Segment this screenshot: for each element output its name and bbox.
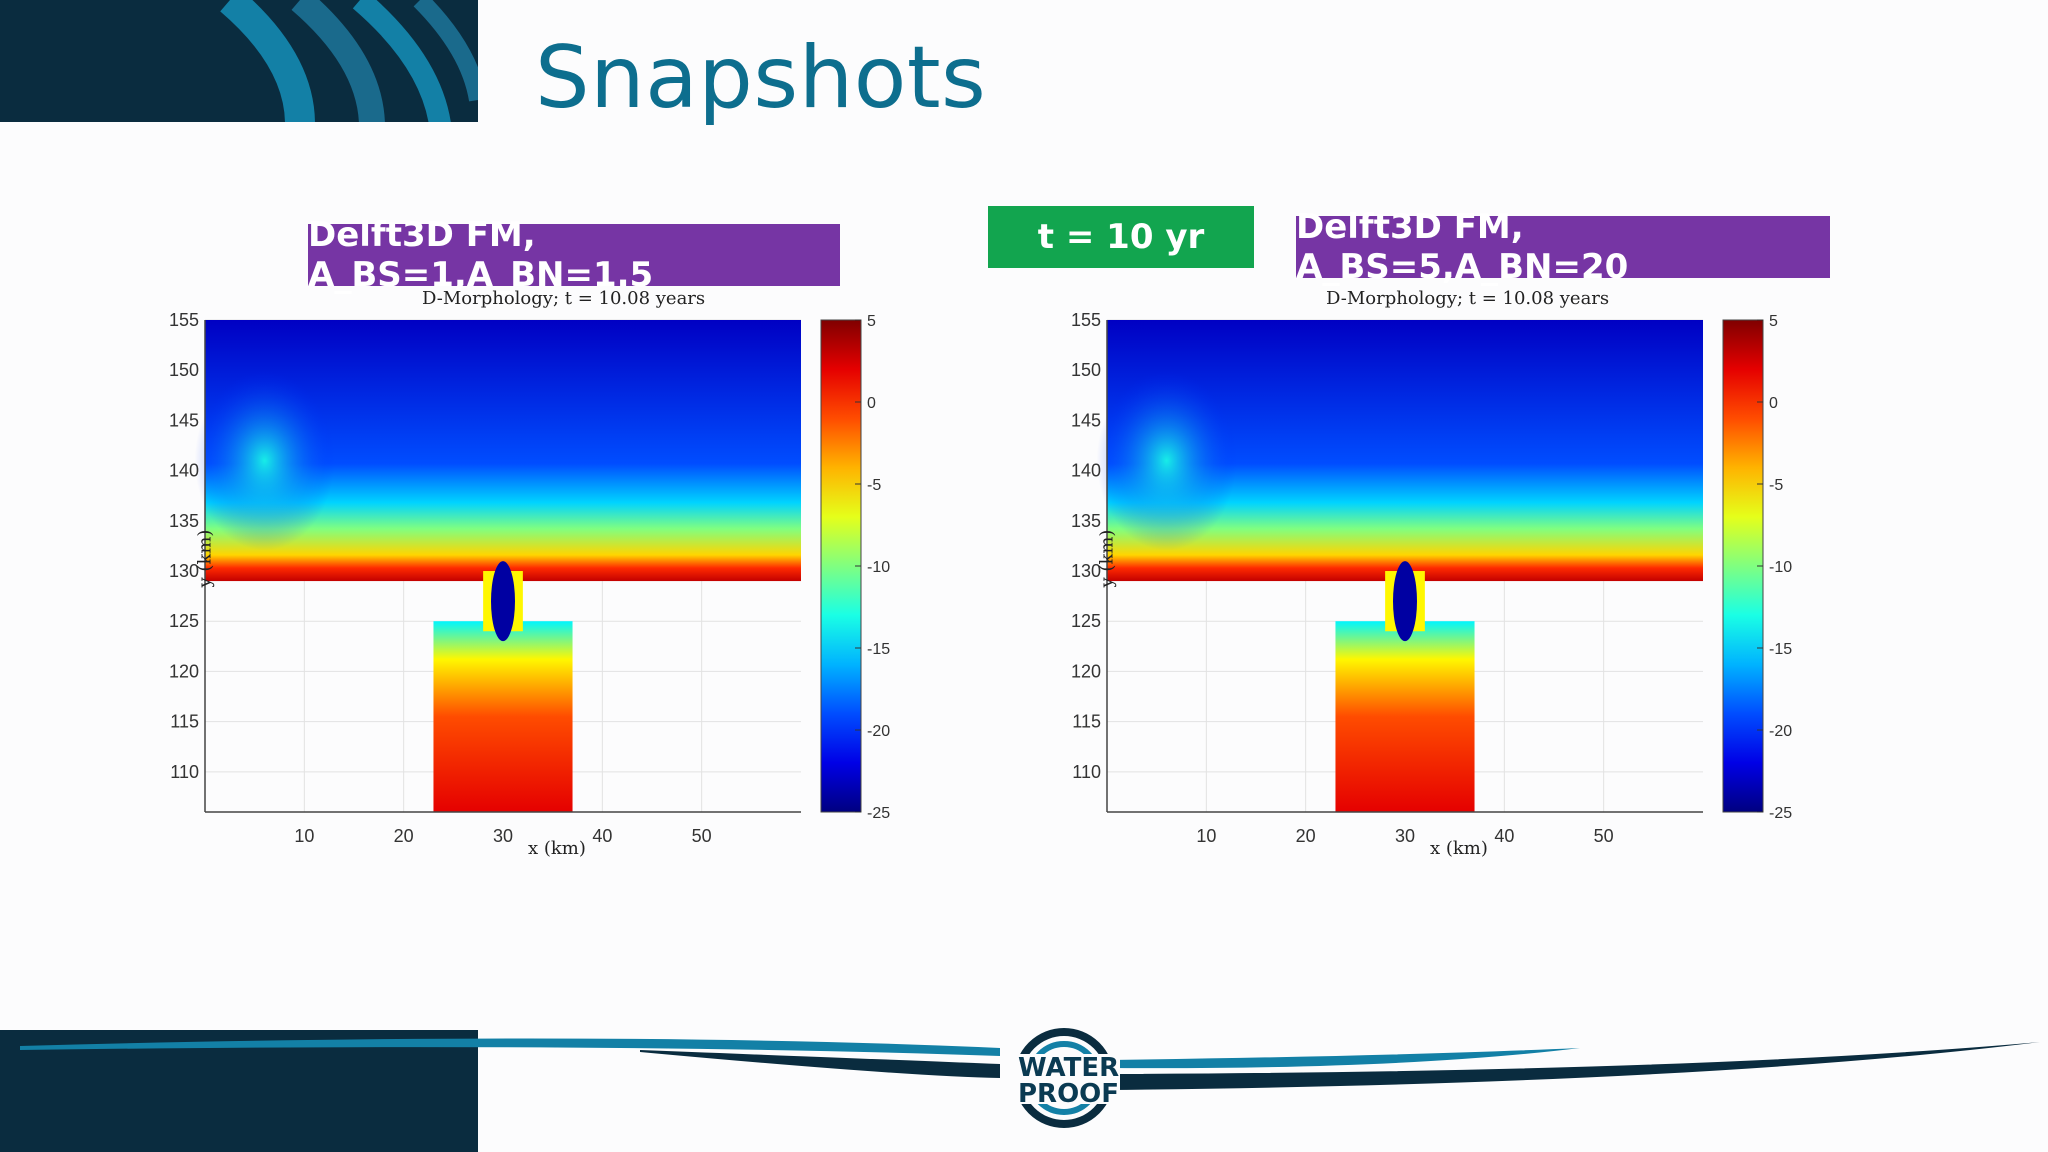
chart-left: 10 20 30 40 50110115120125130135140145150155…: [170, 310, 890, 846]
x-tick-label: 30: [1395, 826, 1415, 846]
panel-label-left: Delft3D FM, A_BS=1,A_BN=1.5: [308, 215, 840, 295]
y-tick-label: 120: [1072, 661, 1101, 681]
y-tick-label: 130: [1072, 561, 1101, 581]
colorbar-tick-label: -5: [867, 477, 881, 494]
chart-title-right: D-Morphology; t = 10.08 years: [1326, 288, 1610, 309]
y-tick-label: 155: [1072, 310, 1101, 330]
y-tick-label: 135: [170, 511, 199, 531]
x-tick-label: 10: [294, 826, 314, 846]
header-banner: [0, 0, 478, 122]
logo-line1: WATER: [1018, 1053, 1119, 1083]
y-tick-label: 110: [170, 762, 199, 782]
y-tick-label: 110: [1072, 762, 1101, 782]
chart-right: 10 20 30 40 50110115120125130135140145150155…: [1072, 310, 1792, 846]
shoal-region: [194, 370, 335, 551]
x-tick-label: 10: [1196, 826, 1216, 846]
slide-title: Snapshots: [535, 28, 987, 128]
y-tick-label: 125: [1072, 611, 1101, 631]
colorbar-tick-label: 5: [1769, 313, 1778, 330]
x-tick-label: 50: [1594, 826, 1614, 846]
logo-line2: PROOF: [1018, 1079, 1119, 1109]
y-axis-label-left: y (km): [194, 529, 216, 588]
colorbar-tick-label: -25: [1769, 805, 1792, 822]
inlet-channel: [491, 561, 515, 642]
basin-region: [433, 621, 573, 812]
y-tick-label: 150: [1072, 360, 1101, 380]
x-tick-label: 30: [493, 826, 513, 846]
chart-title-left: D-Morphology; t = 10.08 years: [422, 288, 706, 309]
time-label: t = 10 yr: [988, 206, 1254, 268]
y-tick-label: 130: [170, 561, 199, 581]
y-tick-label: 125: [170, 611, 199, 631]
colorbar-tick-label: -10: [867, 559, 890, 576]
colorbar-tick-label: -10: [1769, 559, 1792, 576]
colorbar-tick-label: -15: [867, 641, 890, 658]
colorbar-tick-label: -25: [867, 805, 890, 822]
footer-banner: WATER PROOF: [0, 1028, 2040, 1152]
x-tick-label: 40: [1494, 826, 1514, 846]
x-tick-label: 50: [692, 826, 712, 846]
x-tick-label: 20: [1296, 826, 1316, 846]
basin-region: [1335, 621, 1475, 812]
inlet-channel: [1393, 561, 1417, 642]
colorbar-tick-label: 5: [867, 313, 876, 330]
y-axis-label-right: y (km): [1096, 529, 1118, 588]
x-tick-label: 20: [394, 826, 414, 846]
y-tick-label: 115: [1072, 712, 1101, 732]
colorbar: [820, 319, 862, 813]
x-axis-label-right: x (km): [1430, 838, 1488, 859]
y-tick-label: 135: [1072, 511, 1101, 531]
y-tick-label: 145: [170, 410, 199, 430]
y-tick-label: 140: [170, 461, 199, 481]
colorbar-tick-label: -20: [867, 723, 890, 740]
y-tick-label: 155: [170, 310, 199, 330]
colorbar: [1722, 319, 1764, 813]
colorbar-tick-label: -15: [1769, 641, 1792, 658]
colorbar-tick-label: 0: [867, 395, 876, 412]
colorbar-tick-label: 0: [1769, 395, 1778, 412]
y-tick-label: 140: [1072, 461, 1101, 481]
shoal-region: [1096, 370, 1237, 551]
y-tick-label: 115: [170, 712, 199, 732]
y-tick-label: 120: [170, 661, 199, 681]
x-tick-label: 40: [592, 826, 612, 846]
panel-label-right: Delft3D FM, A_BS=5,A_BN=20: [1296, 207, 1830, 287]
y-tick-label: 150: [170, 360, 199, 380]
colorbar-tick-label: -20: [1769, 723, 1792, 740]
y-tick-label: 145: [1072, 410, 1101, 430]
colorbar-tick-label: -5: [1769, 477, 1783, 494]
x-axis-label-left: x (km): [528, 838, 586, 859]
